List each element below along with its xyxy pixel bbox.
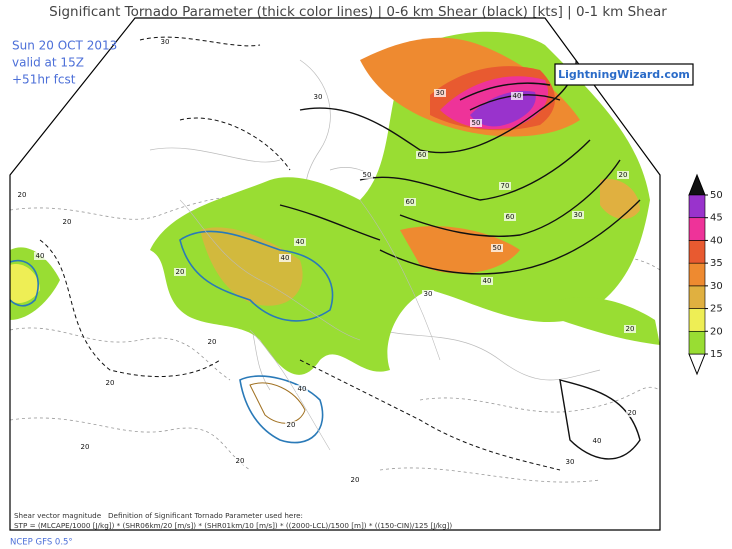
contour-label-bg — [16, 191, 28, 199]
contour-label-bg — [626, 409, 638, 417]
colorbar-bottom — [688, 353, 706, 376]
contour-label-bg — [422, 290, 434, 298]
forecast-hour: +51hr fcst — [12, 73, 76, 87]
contour-label-bg — [511, 92, 523, 100]
colorbar-top — [688, 173, 706, 196]
colorbar-tick-label: 25 — [710, 304, 723, 315]
contour-label: 50 — [493, 244, 502, 252]
contour-label-bg — [79, 443, 91, 451]
contour-label: 60 — [418, 151, 427, 159]
contour-label-bg — [104, 379, 116, 387]
map-frame — [9, 17, 661, 531]
definition: Definition of Significant Tornado Parame… — [108, 511, 303, 520]
contour-label-bg — [285, 421, 297, 429]
contour-label: 40 — [36, 252, 45, 260]
colorbar-tick-label: 40 — [710, 235, 723, 246]
contour-label-bg — [624, 325, 636, 333]
contour-label-bg — [434, 89, 446, 97]
contour-label: 20 — [106, 379, 115, 387]
colorbar-tick-label: 15 — [710, 349, 723, 360]
contour-label: 20 — [176, 268, 185, 276]
contour-label-bg — [349, 476, 361, 484]
contour-label-bg — [404, 198, 416, 206]
contour-label-bg — [361, 171, 373, 179]
contour-label-bg — [499, 182, 511, 190]
site-box — [554, 63, 694, 86]
contour-label: 30 — [314, 93, 323, 101]
colorbar-tick-label: 45 — [710, 213, 723, 224]
contour-label: 40 — [296, 238, 305, 246]
contour-label: 20 — [619, 171, 628, 179]
contour-label: 20 — [81, 443, 90, 451]
contour-label: 20 — [18, 191, 27, 199]
contour-label-bg — [416, 151, 428, 159]
contour-label: 30 — [574, 211, 583, 219]
contour-label-bg — [206, 338, 218, 346]
contour-label: 30 — [424, 290, 433, 298]
contour-label-bg — [504, 213, 516, 221]
contour-label: 40 — [593, 437, 602, 445]
contour-label-bg — [481, 277, 493, 285]
contour-label: 40 — [298, 385, 307, 393]
contour-label-bg — [279, 254, 291, 262]
contour-label: 60 — [406, 198, 415, 206]
contour-label: 20 — [626, 325, 635, 333]
contour-label: 20 — [63, 218, 72, 226]
colorbar-segment — [688, 262, 706, 287]
contour-label: 50 — [472, 119, 481, 127]
colorbar: 15 20 25 30 35 40 45 50 — [688, 173, 723, 376]
contour-label-bg — [234, 457, 246, 465]
contour-label: 50 — [363, 171, 372, 179]
colorbar-tick-label: 20 — [710, 326, 723, 337]
title: Significant Tornado Parameter (thick col… — [49, 4, 667, 20]
colorbar-tick-label: 30 — [710, 281, 723, 292]
colorbar-segment — [688, 240, 706, 264]
contour-label-bg — [572, 211, 584, 219]
colorbar-tick-label: 50 — [710, 190, 723, 201]
colorbar-segment — [688, 308, 706, 332]
contour-label: 20 — [287, 421, 296, 429]
colorbar-segment — [688, 285, 706, 309]
colorbar-segment — [688, 217, 706, 241]
contour-label: 60 — [506, 213, 515, 221]
contour-label: 30 — [436, 89, 445, 97]
contour-label-bg — [312, 93, 324, 101]
shear-note: Shear vector magnitude — [14, 511, 102, 520]
model: NCEP GFS 0.5° — [10, 538, 73, 548]
date: Sun 20 OCT 2013 — [12, 39, 117, 53]
contour-label-bg — [159, 38, 171, 46]
contour-label: 40 — [513, 92, 522, 100]
contour-label-bg — [296, 385, 308, 393]
contour-label-bg — [61, 218, 73, 226]
contour-label-bg — [617, 171, 629, 179]
valid-time: valid at 15Z — [12, 56, 84, 70]
contour-label-bg — [470, 119, 482, 127]
contour-label: 20 — [236, 457, 245, 465]
contour-label-bg — [294, 238, 306, 246]
contour-label-bg — [564, 458, 576, 466]
formula: STP = (MLCAPE/1000 [J/kg]) * (SHR06km/20… — [14, 521, 452, 530]
contour-label: 20 — [351, 476, 360, 484]
contour-label-bg — [591, 437, 603, 445]
contour-labels: 30 30 30 40 50 60 50 60 70 60 50 40 30 40 20 20 20 40 40 40… — [16, 38, 638, 484]
site: LightningWizard.com — [558, 68, 690, 81]
contour-label: 30 — [566, 458, 575, 466]
contour-label-bg — [34, 252, 46, 260]
colorbar-segment — [688, 194, 706, 219]
contour-label-bg — [491, 244, 503, 252]
contour-label: 40 — [281, 254, 290, 262]
contour-label: 20 — [208, 338, 217, 346]
contour-label: 30 — [161, 38, 170, 46]
contour-label: 20 — [628, 409, 637, 417]
contour-label-bg — [174, 268, 186, 276]
colorbar-segment — [688, 330, 706, 355]
contour-label: 40 — [483, 277, 492, 285]
contour-label: 70 — [501, 182, 510, 190]
colorbar-tick-label: 35 — [710, 258, 723, 269]
